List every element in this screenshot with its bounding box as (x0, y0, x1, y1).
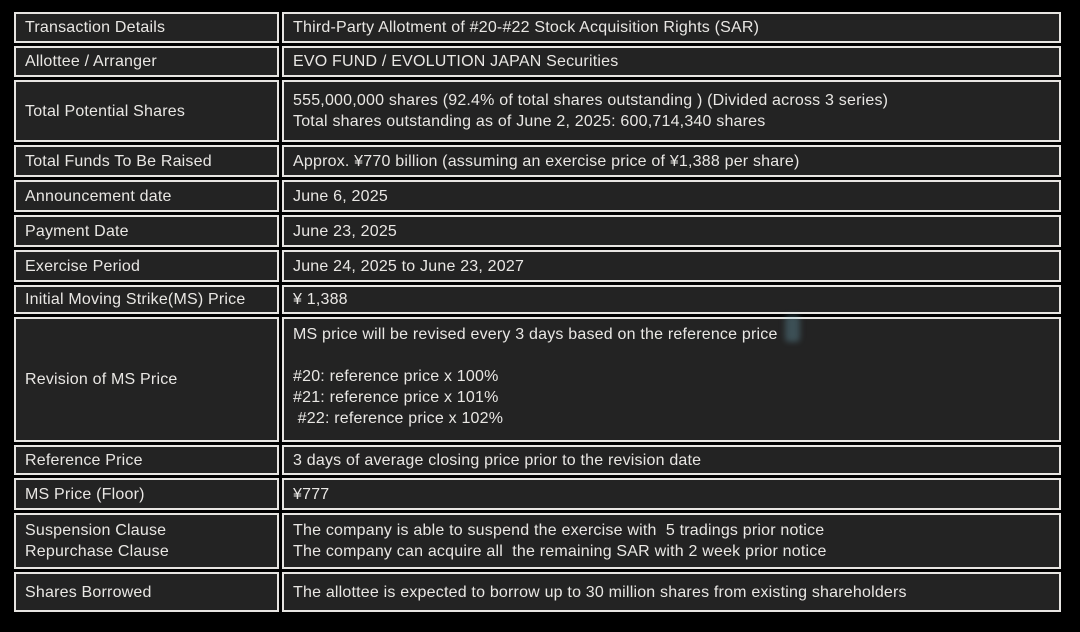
table-row-allottee-arranger: Allottee / Arranger EVO FUND / EVOLUTION… (14, 46, 1061, 77)
row-label: Reference Price (14, 445, 279, 475)
row-label: Transaction Details (14, 12, 279, 43)
row-value: 3 days of average closing price prior to… (282, 445, 1061, 475)
row-label: Payment Date (14, 215, 279, 247)
row-value: June 24, 2025 to June 23, 2027 (282, 250, 1061, 282)
row-value: ¥777 (282, 478, 1061, 510)
table-row-suspension-repurchase-clause: Suspension Clause Repurchase Clause The … (14, 513, 1061, 569)
table-row-exercise-period: Exercise Period June 24, 2025 to June 23… (14, 250, 1061, 282)
row-label: MS Price (Floor) (14, 478, 279, 510)
table-row-total-funds: Total Funds To Be Raised Approx. ¥770 bi… (14, 145, 1061, 177)
table-row-total-potential-shares: Total Potential Shares 555,000,000 share… (14, 80, 1061, 142)
table-row-initial-ms-price: Initial Moving Strike(MS) Price ¥ 1,388 (14, 285, 1061, 314)
row-value: MS price will be revised every 3 days ba… (282, 317, 1061, 442)
row-label: Revision of MS Price (14, 317, 279, 442)
row-label: Shares Borrowed (14, 572, 279, 612)
table-row-shares-borrowed: Shares Borrowed The allottee is expected… (14, 572, 1061, 612)
row-value: Approx. ¥770 billion (assuming an exerci… (282, 145, 1061, 177)
table-row-announcement-date: Announcement date June 6, 2025 (14, 180, 1061, 212)
row-label: Total Funds To Be Raised (14, 145, 279, 177)
table-row-payment-date: Payment Date June 23, 2025 (14, 215, 1061, 247)
row-value: June 6, 2025 (282, 180, 1061, 212)
row-label: Exercise Period (14, 250, 279, 282)
row-label: Initial Moving Strike(MS) Price (14, 285, 279, 314)
table-row-ms-price-floor: MS Price (Floor) ¥777 (14, 478, 1061, 510)
row-value: ¥ 1,388 (282, 285, 1061, 314)
row-value: Third-Party Allotment of #20-#22 Stock A… (282, 12, 1061, 43)
row-value: The allottee is expected to borrow up to… (282, 572, 1061, 612)
row-value: 555,000,000 shares (92.4% of total share… (282, 80, 1061, 142)
row-label: Allottee / Arranger (14, 46, 279, 77)
row-label: Suspension Clause Repurchase Clause (14, 513, 279, 569)
table-row-revision-of-ms-price: Revision of MS Price MS price will be re… (14, 317, 1061, 442)
slide-background: Transaction Details Third-Party Allotmen… (0, 9, 1080, 632)
transaction-details-table: Transaction Details Third-Party Allotmen… (11, 9, 1064, 615)
row-label: Total Potential Shares (14, 80, 279, 142)
row-value: June 23, 2025 (282, 215, 1061, 247)
table-row-reference-price: Reference Price 3 days of average closin… (14, 445, 1061, 475)
table-row-transaction-details: Transaction Details Third-Party Allotmen… (14, 12, 1061, 43)
row-value: The company is able to suspend the exerc… (282, 513, 1061, 569)
row-label: Announcement date (14, 180, 279, 212)
row-value: EVO FUND / EVOLUTION JAPAN Securities (282, 46, 1061, 77)
